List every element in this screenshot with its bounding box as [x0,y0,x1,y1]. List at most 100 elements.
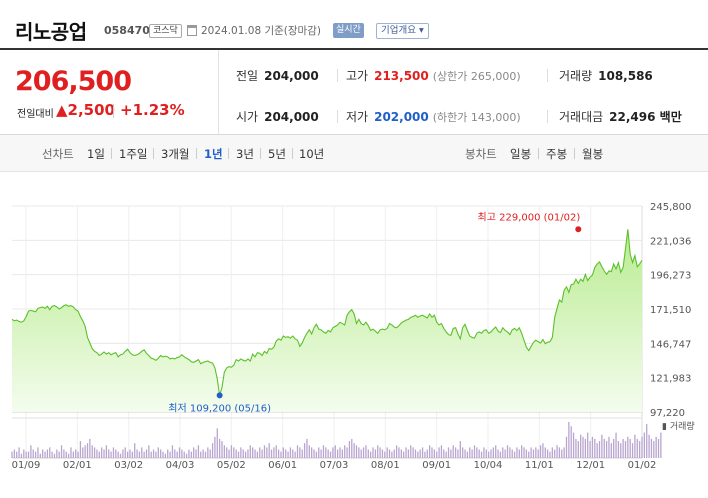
volume-bar [299,447,301,458]
volume-bar [322,445,325,458]
volume-bar [117,451,119,458]
volume-bar [56,449,58,458]
candle-monthly-tab[interactable]: 월봉 [582,147,604,161]
volume-bar [167,449,169,458]
volume-bar [211,443,214,458]
period-5y-tab[interactable]: 5년 [268,147,286,161]
company-name: 리노공업 [15,20,87,44]
volume-bar [528,451,530,458]
candle-weekly-tab[interactable]: 주봉 [546,147,568,161]
volume-bar [603,438,605,458]
volume-bar [523,447,525,458]
period-1y-tab[interactable]: 1년 [204,147,223,161]
base-date: 2024.01.08 기준(장마감) [201,25,321,37]
volume-bar [82,447,84,458]
stat-high: 고가 213,500 (상한가 265,000) [346,69,521,83]
min-annotation: 최저 109,200 (05/16) [168,402,271,414]
volume-bar [655,436,657,458]
volume-bar [209,449,211,458]
volume-bar [240,447,242,458]
volume-bar [556,445,558,458]
volume-bar [582,436,584,458]
volume-bar [495,445,497,458]
volume-bar [360,449,362,458]
volume-bar [277,449,280,458]
live-badge[interactable]: 실시간 [333,23,364,38]
volume-bar [23,449,25,458]
candle-daily-tab[interactable]: 일봉 [510,147,532,161]
stat-low: 저가 202,000 (하한가 143,000) [346,110,521,124]
volume-bar [615,432,617,458]
chart-toolbar [0,135,708,172]
volume-bar [591,436,594,458]
volume-bar [367,449,369,458]
period-1w-tab[interactable]: 1주일 [119,147,148,161]
volume-bar [466,451,469,458]
volume-bar [134,443,136,458]
volume-bar [613,438,615,458]
volume-bar [587,432,589,458]
volume-bar [190,451,192,458]
volume-bar [346,447,348,458]
price-chart[interactable]: 245,800 221,036 196,273 171,510 146,747 121,9… [0,190,708,490]
volume-bar [77,451,79,458]
volume-bar [532,449,535,458]
volume-bar [86,443,89,458]
volume-bar [608,436,610,458]
volume-bar [32,449,34,458]
volume-bar [30,445,32,458]
volume-bar [355,445,358,458]
volume-bar [471,449,473,458]
volume-bar [327,449,329,458]
volume-bar [499,451,502,458]
volume-bar [424,451,426,458]
price-line [11,229,643,396]
panel-bottom-divider [0,134,708,135]
volume-bar [315,451,318,458]
volume-bar [318,447,320,458]
volume-bar [58,451,60,458]
period-3y-tab[interactable]: 3년 [236,147,254,161]
volume-bar [372,447,374,458]
volume-bar [296,445,299,458]
volume-bar [216,428,218,458]
toolbar-separator [153,148,154,159]
change-value: ▲2,500 [56,101,115,119]
volume-bar [580,434,582,458]
volume-bar [119,453,122,458]
volume-bar [634,434,636,458]
volume-bar [226,447,228,458]
company-info-button[interactable]: 기업개요 ▾ [376,23,429,39]
volume-bar [157,447,159,458]
volume-bar [575,438,577,458]
volume-bar [509,447,511,458]
volume-bar [72,451,74,458]
toolbar-separator [111,148,112,159]
volume-bar [188,449,190,458]
volume-bar [218,438,221,458]
volume-bar [506,445,509,458]
volume-bar [103,449,105,458]
volume-bar [447,447,450,458]
period-10y-tab[interactable]: 10년 [299,147,325,161]
volume-bar [162,451,164,458]
volume-bar [433,449,435,458]
stat-volume: 거래량 108,586 [559,69,653,83]
period-3m-tab[interactable]: 3개월 [161,147,190,161]
volume-bar [641,436,643,458]
volume-bar [537,449,539,458]
volume-bar [197,445,200,458]
volume-bar [589,441,591,458]
volume-bar [525,449,528,458]
volume-bar [287,451,289,458]
volume-bar [483,447,485,458]
x-tick-label: 03/02 [114,460,143,471]
x-tick-label: 01/02 [628,460,657,471]
volume-bar [516,447,518,458]
stat-amount: 거래대금 22,496 백만 [559,110,682,124]
volume-bar [131,451,133,458]
volume-bar [91,445,93,458]
volume-bar [34,451,37,458]
period-1d-tab[interactable]: 1일 [87,147,105,161]
volume-bar [202,449,204,458]
